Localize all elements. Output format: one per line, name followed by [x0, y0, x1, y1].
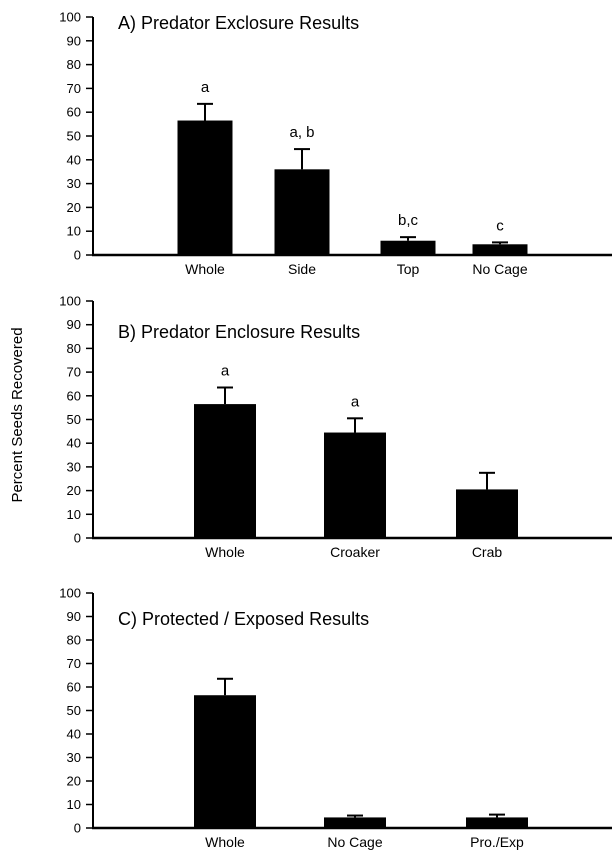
y-axis-label: Percent Seeds Recovered [9, 327, 26, 502]
bar [194, 404, 256, 538]
category-label: No Cage [472, 261, 527, 277]
category-label: Pro./Exp [470, 834, 524, 850]
y-tick-label: 60 [67, 680, 81, 695]
bar [380, 240, 436, 255]
y-tick-label: 20 [67, 483, 81, 498]
y-tick-label: 30 [67, 750, 81, 765]
y-tick-label: 80 [67, 57, 81, 72]
y-tick-label: 90 [67, 609, 81, 624]
y-tick-label: 20 [67, 774, 81, 789]
category-label: Whole [205, 544, 245, 560]
bar [177, 120, 233, 255]
y-tick-label: 70 [67, 81, 81, 96]
bar [324, 432, 386, 538]
y-tick-label: 40 [67, 727, 81, 742]
category-label: Whole [185, 261, 225, 277]
bar [456, 489, 518, 538]
y-tick-label: 0 [74, 821, 81, 836]
significance-label: b,c [398, 212, 419, 229]
y-tick-label: 90 [67, 317, 81, 332]
significance-label: a, b [289, 124, 314, 141]
bar [472, 244, 528, 255]
y-tick-label: 50 [67, 412, 81, 427]
panel-title: A) Predator Exclosure Results [118, 13, 359, 33]
category-label: Crab [472, 544, 503, 560]
panel-title: C) Protected / Exposed Results [118, 609, 369, 629]
y-tick-label: 100 [59, 294, 81, 309]
category-label: No Cage [327, 834, 382, 850]
significance-label: a [201, 79, 210, 96]
y-tick-label: 100 [59, 10, 81, 25]
y-tick-label: 60 [67, 105, 81, 120]
category-label: Top [397, 261, 420, 277]
y-tick-label: 50 [67, 129, 81, 144]
significance-label: a [351, 393, 360, 410]
panel-title: B) Predator Enclosure Results [118, 322, 360, 342]
y-tick-label: 20 [67, 200, 81, 215]
significance-label: a [221, 363, 230, 380]
y-tick-label: 0 [74, 531, 81, 546]
y-tick-label: 70 [67, 365, 81, 380]
y-tick-label: 90 [67, 33, 81, 48]
y-tick-label: 30 [67, 459, 81, 474]
y-tick-label: 60 [67, 388, 81, 403]
bar [274, 169, 330, 255]
bar [194, 695, 256, 828]
y-tick-label: 80 [67, 633, 81, 648]
y-tick-label: 80 [67, 341, 81, 356]
y-tick-label: 50 [67, 703, 81, 718]
y-tick-label: 100 [59, 586, 81, 601]
bar [324, 817, 386, 828]
y-tick-label: 10 [67, 224, 81, 239]
y-tick-label: 40 [67, 436, 81, 451]
category-label: Side [288, 261, 316, 277]
y-tick-label: 10 [67, 797, 81, 812]
bar [466, 817, 528, 828]
y-tick-label: 30 [67, 176, 81, 191]
y-tick-label: 10 [67, 507, 81, 522]
y-tick-label: 0 [74, 248, 81, 263]
category-label: Whole [205, 834, 245, 850]
category-label: Croaker [330, 544, 380, 560]
y-tick-label: 40 [67, 152, 81, 167]
significance-label: c [496, 217, 504, 234]
y-tick-label: 70 [67, 656, 81, 671]
